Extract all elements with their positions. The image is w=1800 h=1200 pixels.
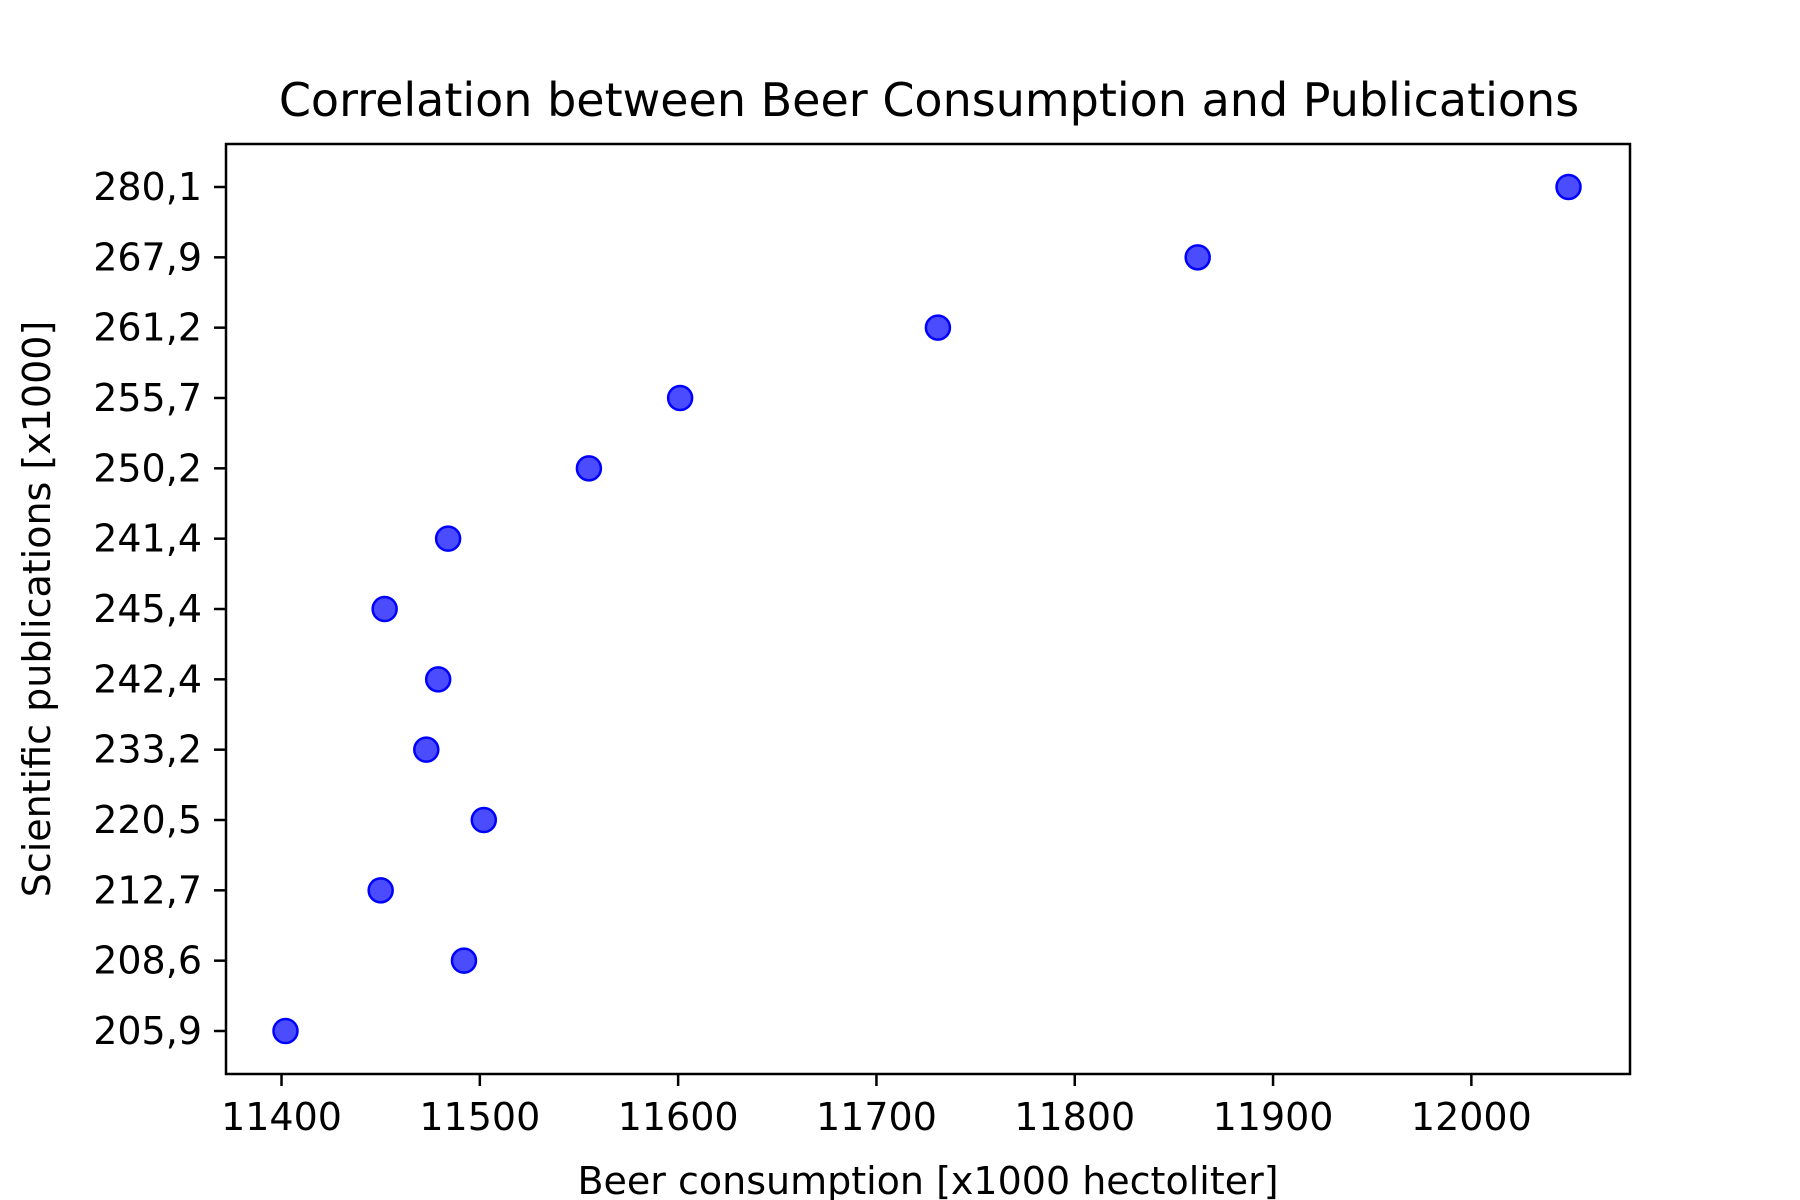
y-tick-label: 250,2 bbox=[93, 446, 202, 490]
x-axis-ticks: 11400 11500 11600 11700 11800 11900 12000 bbox=[221, 1074, 1532, 1139]
y-tick-label: 255,7 bbox=[93, 376, 202, 420]
scatter-point bbox=[424, 666, 452, 693]
scatter-point bbox=[924, 314, 952, 341]
y-tick-label: 267,9 bbox=[93, 235, 202, 279]
y-tick-label: 212,7 bbox=[93, 868, 202, 912]
scatter-point bbox=[666, 384, 694, 412]
scatter-point bbox=[272, 1017, 299, 1045]
x-tick-label: 11500 bbox=[419, 1095, 540, 1139]
plot-area-frame bbox=[224, 142, 1632, 1076]
scatter-points bbox=[272, 173, 1582, 1045]
x-tick-label: 11600 bbox=[618, 1095, 739, 1139]
scatter-point bbox=[367, 877, 394, 904]
y-axis-label: Scientific publications [x1000] bbox=[15, 321, 59, 898]
y-tick-label: 205,9 bbox=[93, 1009, 202, 1053]
chart-title: Correlation between Beer Consumption and… bbox=[279, 73, 1579, 127]
x-tick-label: 11400 bbox=[221, 1095, 342, 1139]
scatter-point bbox=[470, 806, 498, 834]
scatter-point bbox=[450, 947, 478, 974]
scatter-point bbox=[413, 736, 440, 763]
y-tick-label: 208,6 bbox=[93, 939, 202, 983]
y-tick-label: 280,1 bbox=[93, 165, 202, 209]
y-tick-label: 242,4 bbox=[93, 657, 202, 701]
y-tick-label: 241,4 bbox=[93, 517, 202, 561]
y-tick-label: 220,5 bbox=[93, 798, 202, 842]
scatter-point bbox=[575, 455, 603, 482]
y-tick-label: 233,2 bbox=[93, 728, 202, 772]
scatter-point bbox=[371, 595, 398, 623]
y-axis-ticks: 205,9 208,6 212,7 220,5 233,2 242,4 245,4 241,4… bbox=[93, 165, 226, 1053]
x-tick-label: 12000 bbox=[1411, 1095, 1532, 1139]
x-tick-label: 11800 bbox=[1014, 1095, 1135, 1139]
x-tick-label: 11900 bbox=[1213, 1095, 1334, 1139]
scatter-point bbox=[1555, 173, 1582, 201]
y-tick-label: 245,4 bbox=[93, 587, 202, 631]
scatter-point bbox=[434, 525, 462, 552]
y-tick-label: 261,2 bbox=[93, 306, 202, 350]
x-tick-label: 11700 bbox=[816, 1095, 937, 1139]
scatter-point bbox=[1184, 244, 1211, 271]
x-axis-label: Beer consumption [x1000 hectoliter] bbox=[577, 1159, 1278, 1200]
